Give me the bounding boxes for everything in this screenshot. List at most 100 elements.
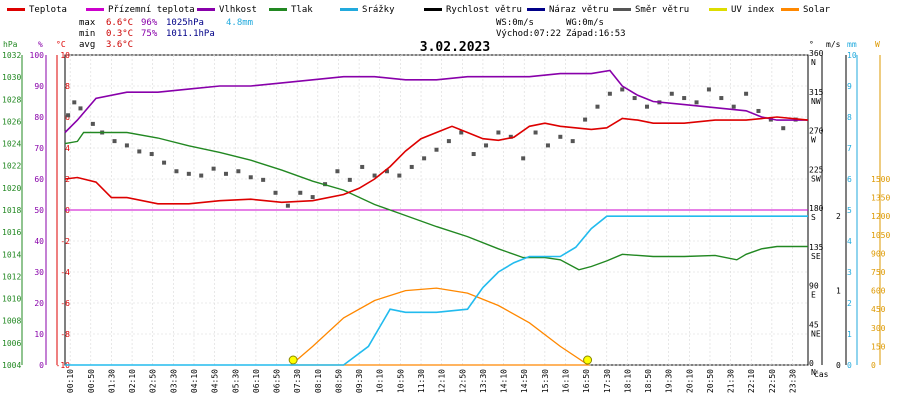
tick-label-deg: 90	[809, 282, 819, 291]
tick-label-hpa: 1028	[2, 95, 21, 104]
wind-dir-point	[471, 152, 476, 157]
legend: Teplota Přízemní teplota Vlhkost Tlak Srážky…	[7, 5, 831, 15]
legend-swatch	[527, 8, 545, 11]
chart-title: 3.02.2023	[420, 40, 490, 55]
tick-label-temp: -10	[56, 361, 71, 370]
series-rain	[65, 215, 808, 366]
x-tick-label: 22:50	[768, 369, 777, 393]
wind-dir-point	[744, 91, 749, 96]
x-tick-label: 03:30	[169, 369, 178, 393]
x-tick-label: 13:30	[479, 369, 488, 393]
wind-dir-point	[545, 143, 550, 148]
axis-unit-deg: °	[809, 40, 814, 49]
tick-label-pct: 20	[34, 299, 44, 308]
tick-label-mm: 8	[847, 113, 852, 122]
axis-unit-pct: %	[38, 40, 43, 49]
legend-swatch	[424, 8, 442, 11]
x-tick-label: 10:10	[376, 369, 385, 393]
tick-label-mm: 10	[847, 51, 857, 60]
tick-label-pct: 50	[34, 206, 44, 215]
tick-label-w: 1500	[871, 175, 890, 184]
x-tick-label: 06:50	[273, 369, 282, 393]
tick-label-mm: 5	[847, 206, 852, 215]
tick-label-deg: 135	[809, 243, 824, 252]
tick-label-pct: 60	[34, 175, 44, 184]
x-tick-label: 20:50	[706, 369, 715, 393]
x-axis-label: čas	[814, 369, 829, 379]
tick-label-dir: SE	[811, 252, 821, 261]
axes: hPa1004100610081010101210141016101810201…	[2, 40, 890, 377]
x-tick-label: 04:50	[211, 369, 220, 393]
wind-dir-point	[78, 106, 83, 111]
wind-dir-point	[620, 87, 625, 92]
wind-dir-point	[645, 104, 650, 109]
tick-label-dir: NW	[811, 97, 821, 106]
stats-hum: 96%	[141, 18, 158, 28]
tick-label-pct: 30	[34, 268, 44, 277]
tick-label-hpa: 1020	[2, 184, 21, 193]
legend-swatch	[269, 8, 287, 11]
stats-press: 1011.1hPa	[166, 29, 215, 39]
wind-dir-point	[112, 139, 117, 144]
wind-dir-point	[261, 177, 266, 182]
tick-label-hpa: 1016	[2, 228, 21, 237]
tick-label-hpa: 1022	[2, 162, 21, 171]
tick-label-deg: 315	[809, 88, 824, 97]
tick-label-hpa: 1008	[2, 317, 21, 326]
tick-label-deg: 225	[809, 165, 824, 174]
tick-label-dir: SW	[811, 174, 821, 183]
axis-unit-temp: °C	[56, 40, 66, 49]
tick-label-temp: 2	[65, 175, 70, 184]
tick-label-deg: 270	[809, 127, 824, 136]
legend-swatch	[197, 8, 215, 11]
tick-label-hpa: 1004	[2, 361, 21, 370]
x-tick-label: 20:10	[685, 369, 694, 393]
wind-dir-point	[756, 108, 761, 113]
axis-unit-mm: mm	[847, 40, 857, 49]
wind-dir-point	[595, 104, 600, 109]
legend-label: Tlak	[291, 5, 313, 15]
x-tick-label: 21:30	[727, 369, 736, 393]
tick-label-dir: S	[811, 213, 816, 222]
wind-dir-point	[137, 149, 142, 154]
tick-label-temp: 8	[65, 82, 70, 91]
tick-label-mm: 1	[847, 330, 852, 339]
wind-dir-point	[632, 96, 637, 101]
wind-dir-point	[273, 190, 278, 195]
wind-dir-point	[496, 130, 501, 135]
tick-label-hpa: 1024	[2, 140, 21, 149]
tick-label-hpa: 1014	[2, 250, 21, 259]
tick-label-temp: -6	[60, 299, 70, 308]
legend-label: Přízemní teplota	[108, 5, 195, 15]
x-tick-label: 15:30	[541, 369, 550, 393]
legend-label: Teplota	[29, 5, 67, 15]
tick-label-temp: -4	[60, 268, 70, 277]
legend-label: Vlhkost	[219, 5, 257, 15]
sunrise-marker	[288, 355, 298, 365]
wind-dir-point	[90, 121, 95, 126]
tick-label-w: 750	[871, 268, 886, 277]
x-tick-label: 18:10	[623, 369, 632, 393]
legend-label: Srážky	[362, 5, 395, 15]
tick-label-mm: 0	[847, 361, 852, 370]
info-sunrise: Východ:07:22	[496, 29, 561, 39]
tick-label-pct: 70	[34, 144, 44, 153]
legend-swatch	[781, 8, 799, 11]
x-tick-label: 11:30	[417, 369, 426, 393]
wind-dir-point	[682, 96, 687, 101]
x-axis: 00:10 00:50 01:30 02:10 02:50 03:30 04:10 04:50…	[66, 369, 828, 393]
tick-label-hpa: 1018	[2, 206, 21, 215]
tick-label-hpa: 1012	[2, 272, 21, 281]
x-tick-label: 09:30	[355, 369, 364, 393]
wind-dir-point	[174, 169, 179, 174]
stats-temp: 6.6°C	[106, 18, 133, 28]
x-tick-label: 08:50	[334, 369, 343, 393]
tick-label-temp: 4	[65, 144, 70, 153]
x-tick-label: 16:10	[561, 369, 570, 393]
tick-label-pct: 0	[39, 361, 44, 370]
x-tick-label: 17:30	[603, 369, 612, 393]
tick-label-hpa: 1030	[2, 73, 21, 82]
x-tick-label: 07:30	[293, 369, 302, 393]
wind-dir-point	[384, 169, 389, 174]
x-tick-label: 02:10	[128, 369, 137, 393]
